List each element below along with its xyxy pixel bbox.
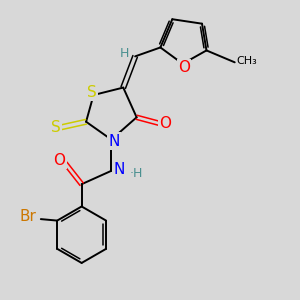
Text: CH₃: CH₃ — [236, 56, 257, 66]
Text: Br: Br — [19, 208, 36, 224]
Text: O: O — [53, 153, 65, 168]
Text: N: N — [109, 134, 120, 148]
Text: S: S — [52, 120, 61, 135]
Text: N: N — [113, 162, 124, 177]
Text: H: H — [120, 47, 129, 60]
Text: S: S — [87, 85, 97, 100]
Text: ·H: ·H — [130, 167, 143, 180]
Text: O: O — [178, 60, 190, 75]
Text: O: O — [159, 116, 171, 131]
